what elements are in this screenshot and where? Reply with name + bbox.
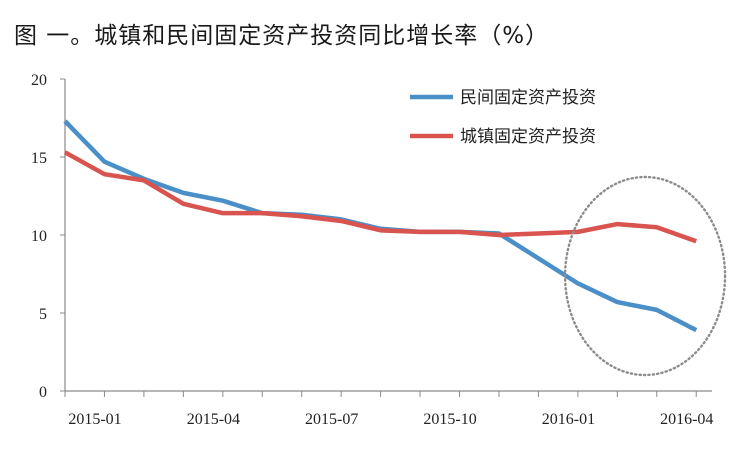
x-axis-ticks: 2015-01 2015-04 2015-07 2015-10 2016-01 2016-… xyxy=(64,391,713,428)
y-tick-label: 10 xyxy=(31,228,47,245)
y-tick-label: 0 xyxy=(39,384,47,401)
x-tick-label: 2015-07 xyxy=(305,411,358,428)
y-tick-label: 15 xyxy=(31,150,47,167)
y-axis-ticks: 0 5 10 15 20 xyxy=(31,72,65,401)
dotted-ellipse-annotation xyxy=(563,175,727,377)
x-tick-label: 2015-10 xyxy=(423,411,476,428)
legend-label-urban-investment: 城镇固定资产投资 xyxy=(460,127,596,147)
legend-label-private-investment: 民间固定资产投资 xyxy=(460,88,596,108)
series-line-urban-investment xyxy=(63,150,697,244)
annotations xyxy=(563,175,727,377)
y-tick-label: 20 xyxy=(31,72,47,89)
x-tick-label: 2015-04 xyxy=(187,411,240,428)
axes xyxy=(64,79,712,392)
series-lines xyxy=(63,119,698,333)
x-tick-label: 2016-04 xyxy=(660,411,713,428)
x-tick-label: 2016-01 xyxy=(542,411,595,428)
chart-title: 图 一。城镇和民间固定资产投资同比增长率（%） xyxy=(14,23,550,49)
x-tick-label: 2015-01 xyxy=(68,411,121,428)
y-tick-label: 5 xyxy=(39,306,47,323)
